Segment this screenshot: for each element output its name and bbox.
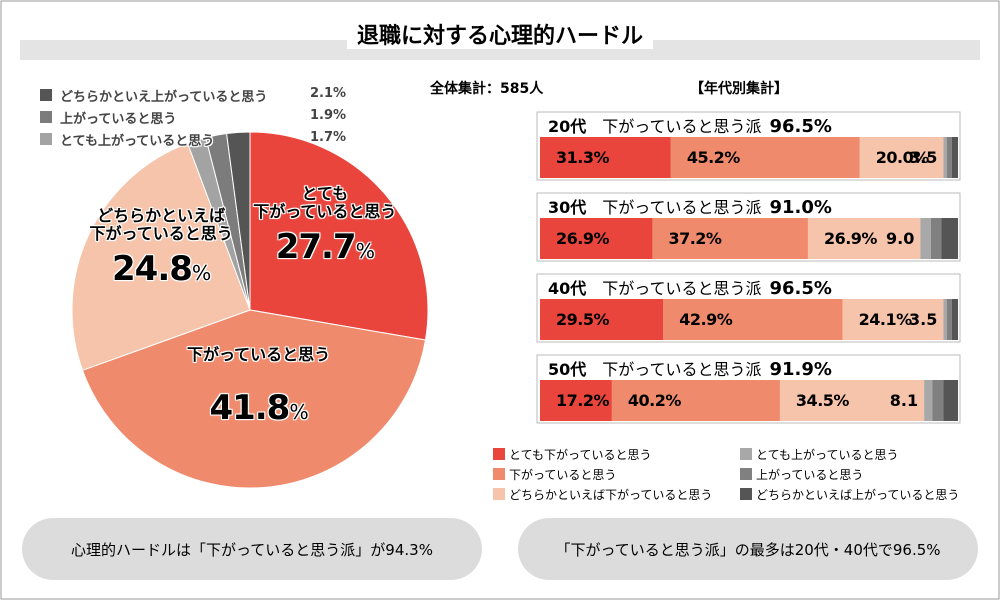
segment-label: 26.9%: [556, 229, 610, 248]
row-label-part: 91.9%: [769, 359, 832, 380]
pie-slice: [249, 131, 429, 341]
legend-value: 1.9%: [310, 108, 347, 123]
row-label: 20代 下がっていると思う派 96.5%: [548, 113, 832, 137]
segment-label: 42.9%: [679, 310, 733, 329]
bar-segment: [920, 218, 931, 259]
bar-segment: [943, 137, 947, 178]
pie-slice: [71, 142, 251, 371]
bar-segment: [859, 137, 944, 178]
slice-label: どちらかといえば 下がっていると思う: [89, 205, 233, 243]
legend-label: どちらかといえば下がっていると思う: [509, 488, 713, 502]
row-label-part: 96.5%: [769, 278, 832, 299]
bar-segment: [951, 299, 958, 340]
segment-label: 29.5%: [556, 310, 610, 329]
legend-label: どちらかといえ上がっていると思う: [60, 90, 268, 105]
summary: 心理的ハードルは「下がっていると思う派」が94.3%: [71, 541, 433, 559]
pie-subtitle: 全体集計：585人: [430, 81, 544, 97]
bar-segment: [842, 299, 944, 340]
row-label-part: 40代: [548, 279, 587, 298]
bar-segment: [807, 218, 921, 259]
bar-segment: [924, 380, 933, 421]
row-label-part: 下がっていると思う派: [602, 279, 762, 298]
segment-label: 40.2%: [627, 391, 682, 410]
up-total-label: 3.5: [909, 310, 938, 329]
legend-swatch: [40, 111, 52, 123]
bar-segment: [932, 380, 944, 421]
row-label-part: 20代: [548, 117, 587, 136]
slice-value: 24.8%: [112, 248, 211, 289]
up-total-label: 8.1: [889, 391, 919, 410]
pie-slice: [226, 131, 251, 311]
segment-label: 20.0%: [875, 148, 930, 167]
slice-value: 27.7%: [275, 226, 375, 267]
summary: 「下がっていると思う派」の最多は20代・40代で96.5%: [555, 541, 941, 559]
bar-segment: [540, 380, 612, 421]
bar-segment: [930, 218, 942, 259]
segment-label: 24.1%: [858, 310, 913, 329]
bar-segment: [946, 137, 952, 178]
up-total-label: 3.5: [909, 148, 938, 167]
segment-label: 45.2%: [686, 148, 741, 167]
legend-value: 1.7%: [310, 130, 347, 145]
legend-swatch: [493, 448, 505, 460]
segment-label: 37.2%: [668, 229, 722, 248]
bar-segment: [951, 137, 958, 178]
bar-segment: [670, 137, 860, 178]
bar-segment: [943, 380, 958, 421]
slice-value: 41.8%: [209, 387, 308, 428]
page-title: 退職に対する心理的ハードル: [346, 24, 653, 49]
row-label: 30代 下がっていると思う派 91.0%: [548, 194, 832, 218]
bar-segment: [611, 380, 780, 421]
legend-label: とても下がっていると思う: [509, 448, 652, 462]
row-label-part: 30代: [548, 198, 587, 217]
legend-swatch: [740, 488, 752, 500]
summary-pill: [518, 518, 978, 580]
bar-title: 【年代別集計】: [690, 81, 788, 97]
legend-label: どちらかといえば上がっていると思う: [756, 488, 960, 502]
segment-label: 26.9%: [823, 229, 878, 248]
title-band: [20, 40, 980, 60]
legend-swatch: [40, 133, 52, 145]
bar-segment: [540, 218, 653, 259]
legend-label: 下がっていると思う: [509, 468, 617, 482]
row-label-part: 96.5%: [769, 116, 832, 137]
bar-segment: [946, 299, 952, 340]
row-label-part: 下がっていると思う派: [602, 198, 762, 217]
pie-slice: [81, 309, 427, 489]
bar-segment: [663, 299, 843, 340]
legend-swatch: [40, 89, 52, 101]
row-label-part: 91.0%: [769, 197, 832, 218]
legend-label: とても上がっていると思う: [60, 134, 215, 149]
segment-label: 31.3%: [556, 148, 610, 167]
legend-value: 2.1%: [310, 86, 347, 101]
row-label-part: 下がっていると思う派: [602, 360, 762, 379]
legend-swatch: [740, 468, 752, 480]
bar-segment: [779, 380, 925, 421]
legend-swatch: [493, 488, 505, 500]
segment-label: 34.5%: [795, 391, 850, 410]
row-label-part: 50代: [548, 360, 587, 379]
bar-segment: [652, 218, 808, 259]
bar-segment: [943, 299, 947, 340]
row-label: 40代 下がっていると思う派 96.5%: [548, 275, 832, 299]
legend-label: 上がっていると思う: [60, 112, 177, 127]
legend-label: とても上がっていると思う: [756, 448, 899, 462]
legend-swatch: [740, 448, 752, 460]
legend-label: 上がっていると思う: [756, 468, 864, 482]
summary-pill: [22, 518, 482, 580]
slice-label: とても 下がっていると思う: [253, 183, 397, 221]
segment-label: 17.2%: [556, 391, 610, 410]
up-total-label: 9.0: [886, 229, 915, 248]
legend-swatch: [493, 468, 505, 480]
bar-segment: [540, 137, 671, 178]
row-label-part: 下がっていると思う派: [602, 117, 762, 136]
row-label: 50代 下がっていると思う派 91.9%: [548, 356, 832, 380]
bar-segment: [941, 218, 958, 259]
slice-label: 下がっていると思う: [186, 344, 331, 364]
bar-segment: [540, 299, 664, 340]
